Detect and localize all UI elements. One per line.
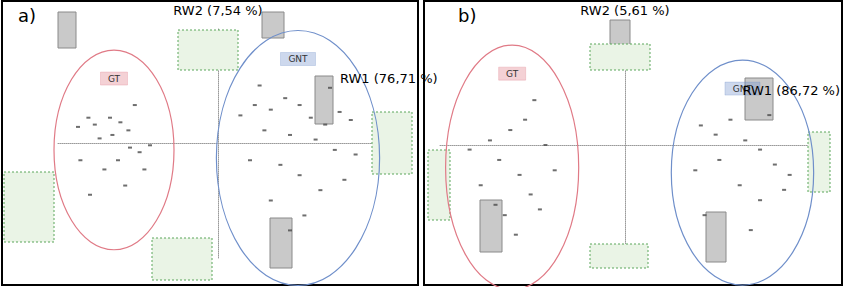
svg-text:b): b) bbox=[458, 5, 476, 26]
svg-text:GT: GT bbox=[108, 74, 121, 84]
svg-text:RW2 (5,61 %): RW2 (5,61 %) bbox=[580, 3, 669, 18]
svg-text:GT: GT bbox=[506, 69, 519, 79]
svg-text:RW1 (86,72 %): RW1 (86,72 %) bbox=[742, 83, 840, 98]
svg-text:RW2 (7,54 %): RW2 (7,54 %) bbox=[173, 3, 262, 18]
svg-text:GNT: GNT bbox=[288, 54, 308, 64]
svg-text:a): a) bbox=[18, 5, 36, 26]
svg-text:RW1 (76,71 %): RW1 (76,71 %) bbox=[340, 71, 438, 86]
